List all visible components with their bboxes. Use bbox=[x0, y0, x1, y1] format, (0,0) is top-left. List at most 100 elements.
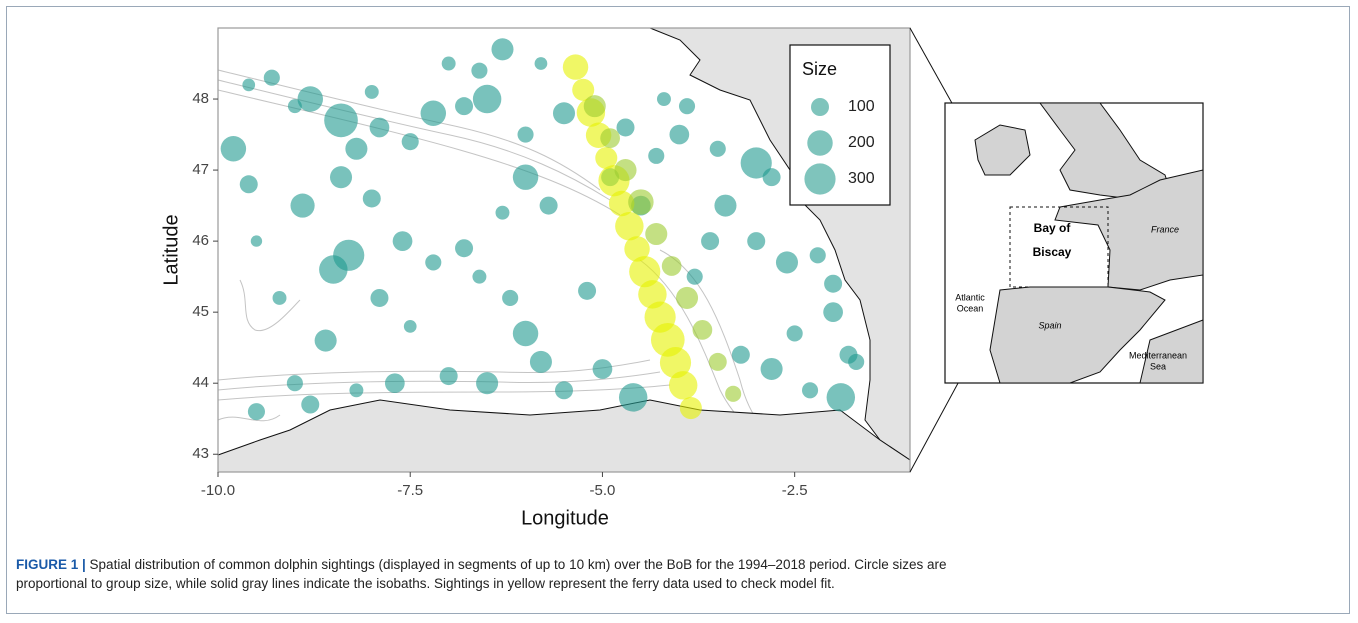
sighting-point bbox=[555, 381, 573, 400]
sighting-point bbox=[319, 255, 348, 284]
size-legend-mark bbox=[807, 130, 833, 156]
sighting-point bbox=[615, 211, 644, 241]
y-tick-label: 43 bbox=[192, 445, 209, 462]
size-legend-mark bbox=[804, 163, 836, 195]
sighting-point bbox=[578, 281, 597, 300]
sighting-point bbox=[709, 140, 726, 157]
inset-label: Biscay bbox=[1033, 245, 1072, 259]
size-legend-label: 300 bbox=[848, 170, 875, 187]
sighting-point bbox=[645, 222, 668, 246]
sighting-point bbox=[247, 403, 265, 421]
sighting-point bbox=[369, 117, 390, 138]
sighting-point bbox=[439, 367, 458, 386]
sighting-point bbox=[384, 373, 405, 394]
sighting-point bbox=[731, 345, 750, 364]
sighting-point bbox=[848, 353, 865, 370]
inset-label: Sea bbox=[1150, 361, 1166, 371]
x-tick-label: -10.0 bbox=[201, 482, 235, 499]
sighting-point bbox=[801, 382, 819, 399]
x-axis-label: Longitude bbox=[521, 507, 609, 529]
sighting-point bbox=[476, 372, 499, 395]
sighting-point bbox=[648, 147, 665, 164]
inset-africa bbox=[1139, 319, 1204, 384]
caption-text: Spatial distribution of common dolphin s… bbox=[85, 557, 947, 572]
caption-label: FIGURE 1 | bbox=[16, 557, 86, 572]
y-axis-label: Latitude bbox=[160, 214, 182, 285]
sighting-point bbox=[823, 302, 843, 323]
sighting-point bbox=[472, 269, 487, 284]
size-legend-label: 100 bbox=[848, 98, 875, 115]
sighting-point bbox=[572, 78, 595, 101]
caption: FIGURE 1 | Spatial distribution of commo… bbox=[16, 555, 1346, 593]
sighting-point bbox=[455, 97, 474, 116]
sighting-point bbox=[491, 38, 514, 61]
sighting-point bbox=[471, 62, 488, 79]
sighting-point bbox=[618, 383, 648, 412]
sighting-point bbox=[809, 247, 826, 264]
sighting-point bbox=[775, 251, 799, 274]
y-tick-label: 45 bbox=[192, 303, 209, 320]
y-tick-label: 44 bbox=[192, 374, 209, 391]
sighting-point bbox=[250, 235, 263, 247]
x-tick-label: -5.0 bbox=[590, 482, 616, 499]
figure-frame bbox=[6, 6, 1350, 614]
sighting-point bbox=[583, 95, 606, 118]
sighting-point bbox=[708, 352, 727, 371]
sighting-point bbox=[263, 69, 280, 86]
sighting-point bbox=[608, 190, 635, 217]
sighting-point bbox=[826, 383, 856, 412]
sighting-point bbox=[517, 126, 534, 143]
inset-label: Atlantic bbox=[955, 292, 985, 302]
sighting-point bbox=[512, 320, 539, 347]
sighting-point bbox=[656, 92, 671, 107]
sighting-point bbox=[441, 56, 456, 71]
sighting-point bbox=[760, 357, 783, 381]
y-tick-label: 46 bbox=[192, 232, 209, 249]
sighting-point bbox=[614, 159, 637, 182]
sighting-point bbox=[539, 196, 558, 215]
inset-label: Ocean bbox=[957, 303, 984, 313]
sighting-point bbox=[534, 57, 548, 70]
size-legend-title: Size bbox=[802, 59, 837, 79]
sighting-point bbox=[329, 166, 353, 189]
sighting-point bbox=[592, 359, 613, 379]
inset-bob-box bbox=[1009, 206, 1109, 288]
sighting-point bbox=[668, 371, 698, 400]
sighting-point bbox=[638, 280, 667, 309]
x-tick-label: -7.5 bbox=[397, 482, 423, 499]
sighting-point bbox=[362, 189, 381, 208]
y-tick-label: 48 bbox=[192, 90, 209, 107]
sighting-point bbox=[562, 54, 589, 80]
sighting-point bbox=[629, 256, 661, 288]
sighting-point bbox=[297, 86, 323, 112]
sighting-point bbox=[701, 232, 720, 251]
sighting-point bbox=[824, 274, 843, 293]
sighting-point bbox=[239, 175, 258, 194]
sighting-point bbox=[692, 320, 713, 340]
sighting-point bbox=[725, 385, 742, 402]
sighting-point bbox=[220, 136, 247, 162]
sighting-point bbox=[472, 84, 502, 114]
sighting-point bbox=[595, 146, 618, 170]
size-legend-mark bbox=[811, 98, 829, 116]
sighting-point bbox=[628, 189, 654, 215]
sighting-point bbox=[401, 133, 419, 151]
sighting-point bbox=[786, 325, 803, 342]
caption-line: FIGURE 1 | Spatial distribution of commo… bbox=[16, 555, 1346, 574]
sighting-point bbox=[272, 290, 287, 305]
sighting-point bbox=[616, 118, 635, 137]
sighting-point bbox=[552, 102, 576, 125]
inset-label: Mediterranean bbox=[1129, 350, 1187, 360]
size-legend-label: 200 bbox=[848, 134, 875, 151]
sighting-point bbox=[762, 168, 781, 187]
sighting-point bbox=[420, 100, 447, 126]
inset-label: Spain bbox=[1038, 320, 1061, 330]
sighting-point bbox=[345, 137, 368, 160]
sighting-point bbox=[455, 239, 474, 258]
sighting-point bbox=[364, 84, 379, 99]
inset-label: Bay of bbox=[1034, 221, 1072, 235]
sighting-point bbox=[370, 288, 389, 307]
sighting-point bbox=[392, 231, 413, 251]
sighting-point bbox=[290, 193, 315, 218]
